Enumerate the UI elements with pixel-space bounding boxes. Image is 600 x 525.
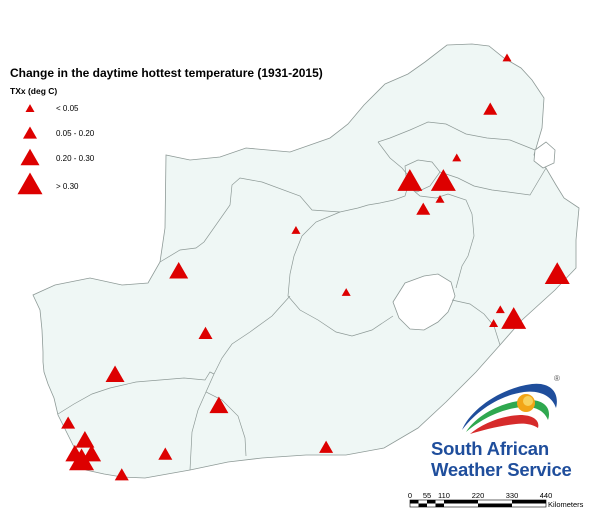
boundary-free-state-west xyxy=(287,211,394,337)
registered-mark: ® xyxy=(554,374,560,383)
saws-logo-icon xyxy=(462,383,557,434)
boundary-free-state-north xyxy=(407,185,473,215)
legend-title: TXx (deg C) xyxy=(10,86,58,96)
legend-label-020-030: 0.20 - 0.30 xyxy=(56,154,95,163)
legend-marker-3 xyxy=(20,148,40,166)
eswatini-outline xyxy=(533,141,556,169)
station-marker-12 xyxy=(495,305,505,314)
station-marker-18 xyxy=(61,416,76,429)
scale-tick-0: 0 xyxy=(407,491,413,500)
station-marker-23 xyxy=(158,447,173,460)
station-markers xyxy=(61,53,570,481)
scale-unit: Kilometers xyxy=(548,500,584,509)
lesotho-outline xyxy=(392,273,456,331)
logo-text-line2: Weather Service xyxy=(431,459,572,480)
station-marker-4 xyxy=(397,169,423,191)
station-marker-9 xyxy=(169,262,189,279)
legend-marker-1 xyxy=(25,104,35,112)
legend-marker-4 xyxy=(17,172,43,195)
legend-label-gt-030: > 0.30 xyxy=(56,182,79,191)
station-marker-19 xyxy=(75,431,95,448)
boundary-kwazulu-natal xyxy=(455,213,475,289)
station-marker-2 xyxy=(483,102,498,115)
boundary-western-cape xyxy=(57,371,215,415)
boundary-limpopo-south xyxy=(377,121,536,151)
scale-tick-330: 330 xyxy=(505,491,519,500)
legend-label-005-020: 0.05 - 0.20 xyxy=(56,129,95,138)
scale-tick-55: 55 xyxy=(422,491,432,500)
scale-tick-220: 220 xyxy=(471,491,485,500)
station-marker-15 xyxy=(198,326,213,339)
boundary-eastern-cape-north xyxy=(451,299,501,346)
station-marker-13 xyxy=(489,319,499,327)
legend-label-lt-005: < 0.05 xyxy=(56,104,79,113)
station-marker-7 xyxy=(416,202,431,215)
station-marker-25 xyxy=(114,468,129,481)
scale-bar xyxy=(409,499,547,508)
station-marker-11 xyxy=(544,262,570,284)
boundary-mpumalanga xyxy=(439,167,547,196)
station-marker-10 xyxy=(341,288,351,296)
legend-markers xyxy=(17,104,43,195)
station-marker-17 xyxy=(209,396,229,414)
province-boundaries xyxy=(57,121,547,471)
scale-tick-110: 110 xyxy=(438,491,450,500)
station-marker-8 xyxy=(291,225,301,234)
station-marker-14 xyxy=(501,307,527,329)
station-marker-5 xyxy=(430,169,456,191)
map-title: Change in the daytime hottest temperatur… xyxy=(10,66,323,80)
scale-tick-440: 440 xyxy=(539,491,553,500)
station-marker-3 xyxy=(452,153,462,162)
station-marker-22 xyxy=(69,448,95,471)
station-marker-6 xyxy=(435,194,445,203)
boundary-western-cape-east xyxy=(189,391,207,471)
station-marker-21 xyxy=(82,444,102,462)
station-marker-16 xyxy=(105,365,125,383)
station-marker-24 xyxy=(319,440,334,453)
station-marker-1 xyxy=(502,53,512,62)
logo-text-line1: South African xyxy=(431,438,549,459)
legend-marker-2 xyxy=(23,126,37,139)
